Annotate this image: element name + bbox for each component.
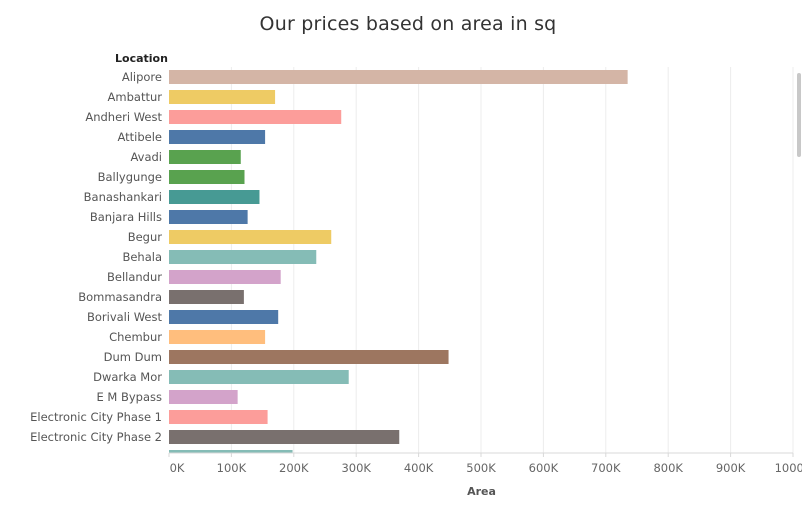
- bar-partial-next: [169, 450, 293, 453]
- bar-e-m-bypass: [169, 390, 238, 404]
- category-label: Andheri West: [85, 110, 162, 124]
- category-label: Banjara Hills: [90, 210, 162, 224]
- category-label: Electronic City Phase 1: [30, 410, 162, 424]
- category-label: Electronic City Phase 2: [30, 430, 162, 444]
- x-tick-label: 700K: [591, 461, 621, 475]
- category-label: Dwarka Mor: [93, 370, 162, 384]
- bar-ballygunge: [169, 170, 245, 184]
- bar-banashankari: [169, 190, 260, 204]
- category-label: Chembur: [109, 330, 162, 344]
- category-label: Attibele: [117, 130, 162, 144]
- bar-banjara-hills: [169, 210, 248, 224]
- bar-dum-dum: [169, 350, 449, 364]
- category-label: Avadi: [130, 150, 162, 164]
- category-label: Alipore: [122, 70, 162, 84]
- x-tick-label: 600K: [529, 461, 559, 475]
- category-label: E M Bypass: [96, 390, 162, 404]
- bar-alipore: [169, 70, 628, 84]
- bar-andheri-west: [169, 110, 342, 124]
- category-label: Behala: [122, 250, 162, 264]
- bar-begur: [169, 230, 332, 244]
- x-tick-label: 800K: [653, 461, 683, 475]
- x-axis-ticks: 0K 100K 200K 300K 400K 500K 600K 700K 800K 900K 10…: [168, 452, 802, 475]
- bar-bellandur: [169, 270, 281, 284]
- x-tick-label: 100K: [217, 461, 247, 475]
- x-tick-label: 300K: [341, 461, 371, 475]
- bar-behala: [169, 250, 317, 264]
- x-tick-label: 200K: [279, 461, 309, 475]
- vertical-scrollbar[interactable]: [797, 73, 801, 157]
- category-label: Bellandur: [107, 270, 162, 284]
- category-label: Borivali West: [87, 310, 163, 324]
- bars: [169, 70, 628, 453]
- x-tick-label: 1000K: [775, 461, 802, 475]
- category-label: Ballygunge: [98, 170, 162, 184]
- x-axis-title: Area: [467, 485, 496, 498]
- bar-electronic-city-phase-2: [169, 430, 400, 444]
- category-label: Ambattur: [108, 90, 163, 104]
- x-tick-label: 400K: [404, 461, 434, 475]
- bar-attibele: [169, 130, 266, 144]
- bar-avadi: [169, 150, 241, 164]
- bar-chembur: [169, 330, 266, 344]
- category-label: Begur: [128, 230, 163, 244]
- bar-borivali-west: [169, 310, 279, 324]
- x-tick-label: 0K: [170, 461, 185, 475]
- bar-dwarka-mor: [169, 370, 349, 384]
- x-tick-label: 900K: [716, 461, 746, 475]
- category-labels: Alipore Ambattur Andheri West Attibele Avadi…: [30, 70, 162, 444]
- bar-bommasandra: [169, 290, 244, 304]
- gridlines: [230, 67, 794, 453]
- bar-electronic-city-phase-1: [169, 410, 268, 424]
- chart-title: Our prices based on area in sq: [259, 13, 557, 35]
- category-label: Bommasandra: [78, 290, 162, 304]
- bar-ambattur: [169, 90, 276, 104]
- category-label: Banashankari: [84, 190, 162, 204]
- category-label: Dum Dum: [104, 350, 162, 364]
- row-header-location: Location: [115, 52, 168, 65]
- x-tick-label: 500K: [466, 461, 496, 475]
